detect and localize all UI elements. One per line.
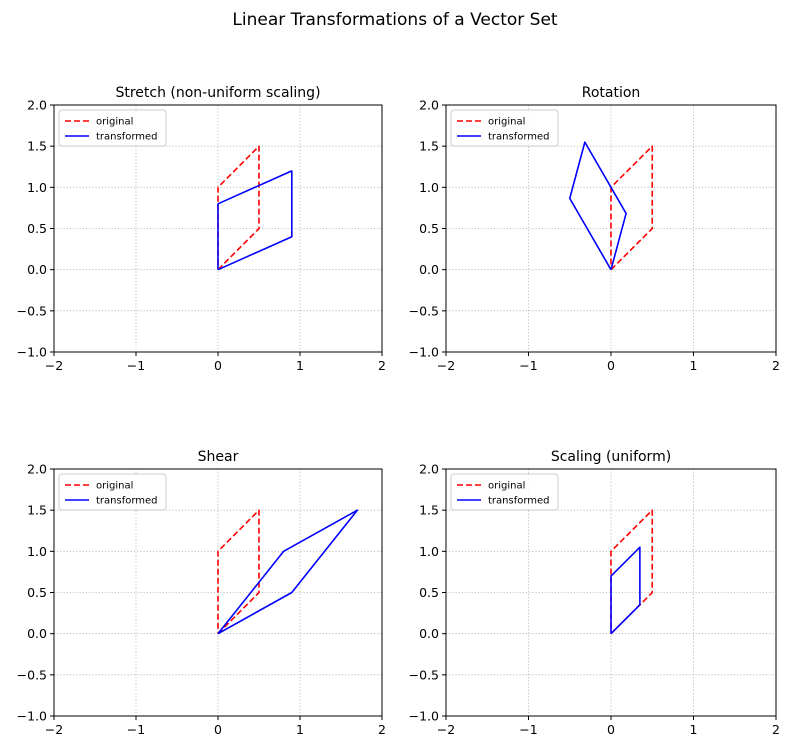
x-tick-label: −1 xyxy=(519,358,537,373)
y-tick-label: 1.5 xyxy=(27,139,47,154)
x-tick-label: −1 xyxy=(127,722,145,737)
series-transformed xyxy=(217,509,359,635)
y-tick-label: 0.5 xyxy=(419,221,439,236)
y-tick-label: −0.5 xyxy=(409,303,439,318)
legend: original transformed xyxy=(58,109,167,147)
y-tick-label: 2.0 xyxy=(419,462,439,477)
series-transformed xyxy=(610,546,641,635)
y-tick-label: 1.5 xyxy=(419,139,439,154)
x-tick-label: 2 xyxy=(378,358,386,373)
y-tick-label: −1.0 xyxy=(17,709,47,724)
subplot-4: Scaling (uniform) −2 −1 0 1 2 −1.0 −0.5 0.0 0.5 1.… xyxy=(409,449,780,737)
y-tick-label: −1.0 xyxy=(409,345,439,360)
x-tick-label: 0 xyxy=(214,722,222,737)
y-tick-label: 0.0 xyxy=(419,262,439,277)
y-tick-label: 1.0 xyxy=(419,544,439,559)
x-tick-label: 1 xyxy=(296,722,304,737)
subplot-title: Stretch (non-uniform scaling) xyxy=(115,85,320,101)
legend-box xyxy=(450,109,559,147)
legend-label-transformed: transformed xyxy=(96,132,158,143)
y-tick-label: −0.5 xyxy=(409,667,439,682)
x-tick-label: 0 xyxy=(607,722,615,737)
y-tick-label: 2.0 xyxy=(419,98,439,113)
y-tick-label: 1.0 xyxy=(419,180,439,195)
subplot-title: Rotation xyxy=(582,85,641,101)
legend-label-transformed: transformed xyxy=(488,496,550,507)
x-tick-label: −2 xyxy=(45,722,63,737)
subplot-title: Scaling (uniform) xyxy=(551,449,671,465)
series-original xyxy=(217,145,260,271)
legend-label-transformed: transformed xyxy=(96,496,158,507)
x-tick-label: 1 xyxy=(690,358,698,373)
x-tick-label: 2 xyxy=(772,358,780,373)
series-original xyxy=(217,509,260,635)
legend-label-transformed: transformed xyxy=(488,132,550,143)
legend-box xyxy=(58,109,167,147)
x-tick-label: 2 xyxy=(378,722,386,737)
y-tick-label: 0.0 xyxy=(27,262,47,277)
y-tick-label: 0.5 xyxy=(27,585,47,600)
series-original xyxy=(610,145,654,271)
x-tick-label: 0 xyxy=(607,358,615,373)
y-tick-label: 0.0 xyxy=(27,626,47,641)
series-transformed xyxy=(217,170,293,271)
x-tick-label: −1 xyxy=(519,722,537,737)
subplots: Stretch (non-uniform scaling) −2 −1 0 1 2 −1.0… xyxy=(17,85,780,737)
legend-label-original: original xyxy=(96,481,133,492)
y-tick-label: 1.0 xyxy=(27,180,47,195)
y-tick-label: −1.0 xyxy=(409,709,439,724)
legend: original transformed xyxy=(450,109,559,147)
subplot-2: Rotation −2 −1 0 1 2 −1.0 −0.5 0.0 0.5 1.0 1.5 2.0 or… xyxy=(409,85,780,373)
y-tick-label: 1.5 xyxy=(27,503,47,518)
y-tick-label: 2.0 xyxy=(27,98,47,113)
y-tick-label: 0.5 xyxy=(419,585,439,600)
x-tick-label: 1 xyxy=(296,358,304,373)
x-tick-label: 2 xyxy=(772,722,780,737)
x-tick-label: −2 xyxy=(437,358,455,373)
y-tick-label: −0.5 xyxy=(17,303,47,318)
x-tick-label: −2 xyxy=(437,722,455,737)
series-original xyxy=(610,509,654,635)
legend-label-original: original xyxy=(96,117,133,128)
y-tick-label: 1.0 xyxy=(27,544,47,559)
x-tick-label: 0 xyxy=(214,358,222,373)
legend-box xyxy=(450,473,559,511)
series-transformed xyxy=(568,141,627,271)
y-tick-label: 1.5 xyxy=(419,503,439,518)
subplot-title: Shear xyxy=(198,449,239,465)
subplot-1: Stretch (non-uniform scaling) −2 −1 0 1 2 −1.0… xyxy=(17,85,386,373)
subplot-3: Shear −2 −1 0 1 2 −1.0 −0.5 0.0 0.5 1.0 1.5 2.0 origi… xyxy=(17,449,386,737)
y-tick-label: 0.0 xyxy=(419,626,439,641)
figure-title: Linear Transformations of a Vector Set xyxy=(232,10,557,30)
x-tick-label: −2 xyxy=(45,358,63,373)
y-tick-label: 2.0 xyxy=(27,462,47,477)
legend-label-original: original xyxy=(488,481,525,492)
y-tick-label: −1.0 xyxy=(17,345,47,360)
x-tick-label: 1 xyxy=(690,722,698,737)
legend: original transformed xyxy=(450,473,559,511)
x-tick-label: −1 xyxy=(127,358,145,373)
legend-label-original: original xyxy=(488,117,525,128)
y-tick-label: −0.5 xyxy=(17,667,47,682)
y-tick-label: 0.5 xyxy=(27,221,47,236)
legend-box xyxy=(58,473,167,511)
legend: original transformed xyxy=(58,473,167,511)
